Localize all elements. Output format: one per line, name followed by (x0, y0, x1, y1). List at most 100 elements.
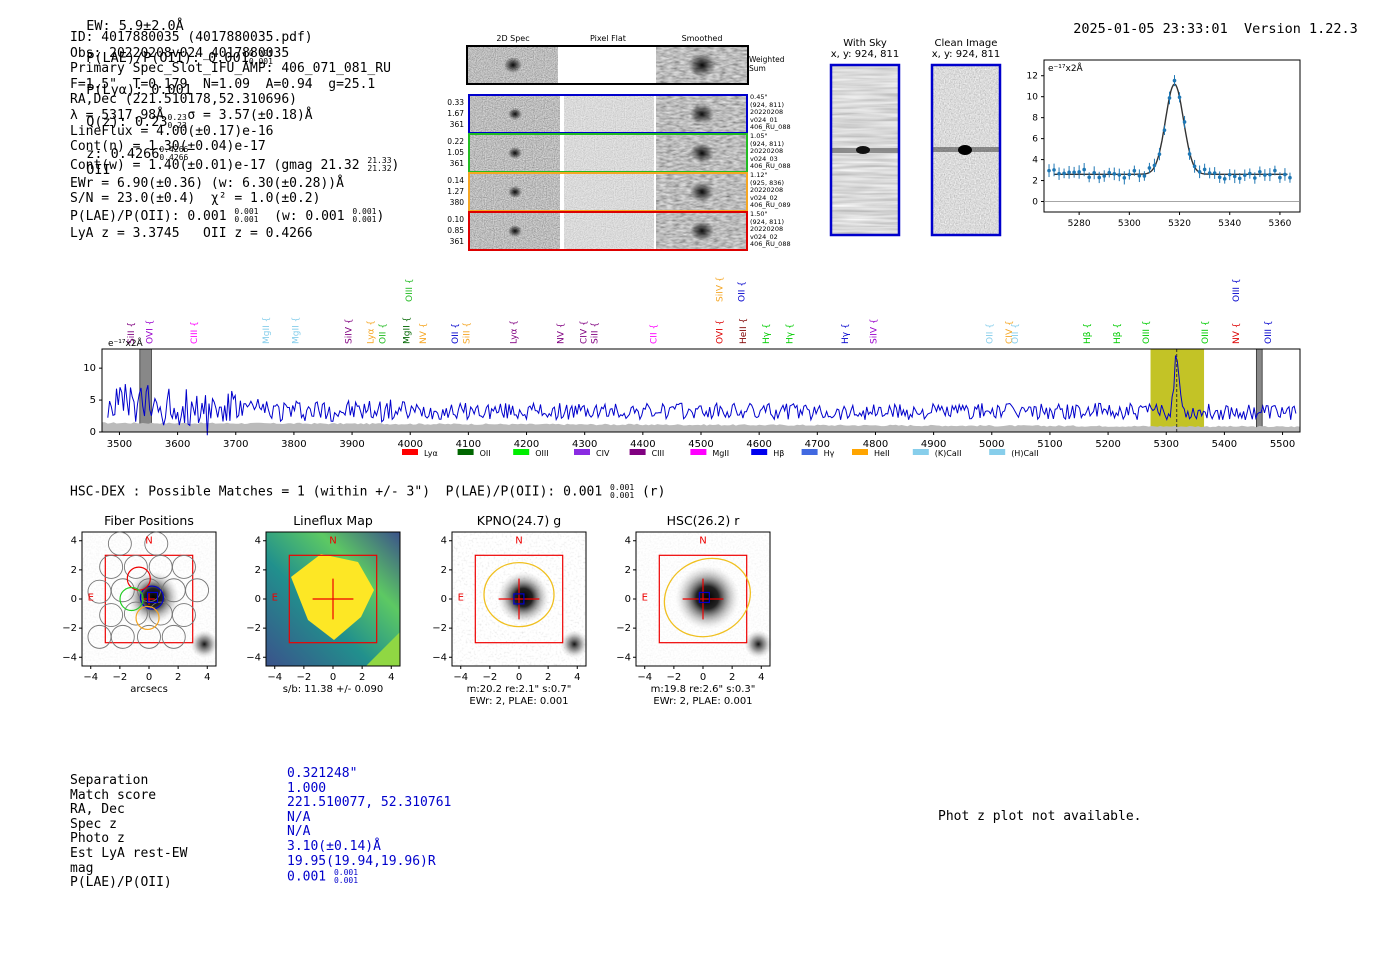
header-qz: Q(z): 0.23 (86, 114, 168, 130)
spectrum-xtick: 5300 (1154, 439, 1179, 450)
fit-data-point (1137, 173, 1142, 178)
line-marker-label: Hγ { (785, 323, 795, 344)
fit-data-point (1132, 168, 1137, 173)
line-marker-label: CIII { (190, 321, 200, 344)
info-lambda: λ = 5317.98Å σ = 3.57(±0.18)Å (70, 107, 313, 123)
legend-item: (K)CaII (912, 449, 962, 458)
hsc-panel-caption: arcsecs (130, 684, 168, 695)
fit-ytick: 10 (1027, 93, 1039, 103)
line-marker-label: OIII { (1232, 278, 1242, 302)
hsc-ytick: 4 (255, 536, 261, 547)
legend-label: CIV (596, 449, 610, 458)
hsc-xtick: −2 (296, 672, 311, 683)
hsc-ytick: 2 (71, 565, 77, 576)
spec-row-meta-0: 0.45" (924, 811) 20220208 v024_01 406_RU_088 (750, 93, 791, 131)
spec-row-stats-1: 0.22 1.05 361 (447, 137, 464, 168)
east-label: E (458, 592, 464, 603)
neighbor-blob (744, 630, 773, 659)
fit-data-point (1157, 152, 1162, 156)
fit-data-point (1072, 170, 1076, 175)
header-z-frac: 0.4266 0.4266 (159, 145, 189, 162)
legend-swatch (690, 449, 707, 455)
line-marker-label: CIV { (1005, 320, 1015, 344)
line-marker: SiIV { (716, 276, 726, 302)
info-sn: S/N = 23.0(±0.4) χ² = 1.0(±0.2) (70, 191, 321, 207)
clean-image-title: Clean Image x, y: 924, 811 (931, 38, 1001, 60)
full-spectrum: SiII { OVI { CIII { MgII { MgII { SiIV { Lyα {… (83, 276, 1301, 458)
hsc-panel-caption: m:20.2 re:2.1" s:0.7" (467, 684, 572, 695)
line-marker: Hγ { (762, 323, 772, 344)
line-marker: SiII { (127, 322, 137, 344)
spec-row-stats-3: 0.10 0.85 361 (447, 215, 464, 246)
fit-data-point (1222, 177, 1227, 181)
spectrum-xtick: 4700 (805, 439, 830, 450)
hsc-xtick: 0 (330, 672, 336, 683)
match-value: N/A (287, 809, 311, 825)
info-obs: Obs: 20220208v024_4017880035 (70, 45, 290, 61)
hsc-xtick: −4 (267, 672, 282, 683)
fit-data-point (1263, 173, 1267, 177)
fiber-circle (99, 603, 124, 627)
hsc-ytick: 2 (441, 565, 447, 576)
legend-item: OIII (513, 449, 549, 458)
legend-label: OII (480, 449, 491, 458)
fit-data-point (1102, 174, 1107, 178)
legend-label: CIII (652, 449, 665, 458)
east-label: E (272, 592, 278, 603)
legend-label: Hγ (824, 449, 835, 458)
fit-xtick: 5320 (1168, 219, 1191, 229)
hsc-panel-caption: EWr: 2, PLAE: 0.001 (469, 696, 568, 707)
line-marker: MgII { (292, 317, 302, 344)
legend-swatch (751, 449, 768, 455)
line-marker-label: OVI { (716, 320, 726, 344)
fit-data-point (1278, 175, 1282, 180)
line-marker: MgII { (262, 317, 272, 344)
legend-swatch (912, 449, 929, 455)
line-marker: HeII { (739, 318, 749, 344)
spec-cutouts (466, 45, 749, 251)
fit-data-point (1207, 171, 1212, 175)
line-marker: CII { (649, 324, 659, 344)
north-label: N (699, 536, 706, 547)
legend-swatch (574, 449, 590, 455)
fiber-circle (135, 605, 160, 631)
info-contn: Cont(n) = 1.30(±0.04)e-17 (70, 139, 266, 155)
line-marker-label: SiII { (591, 322, 601, 344)
hsc-ytick: 2 (255, 565, 261, 576)
hsc-xtick: −2 (666, 672, 681, 683)
line-marker: OVI { (146, 320, 156, 344)
hsc-xtick: 0 (516, 672, 522, 683)
north-label: N (515, 536, 522, 547)
spec-row-stats-0: 0.33 1.67 361 (447, 98, 464, 129)
match-value: 0.321248" (287, 766, 358, 781)
line-marker: Lyα { (367, 320, 377, 344)
fit-xtick: 5280 (1068, 219, 1091, 229)
line-marker-label: OII { (738, 281, 748, 302)
line-marker: SiII { (463, 322, 473, 344)
col-2d-spec: 2D Spec (496, 34, 530, 43)
fit-data-point (1288, 175, 1292, 180)
legend-swatch (513, 449, 530, 455)
line-marker-label: HeII { (739, 318, 749, 344)
hsc-ytick: −2 (432, 623, 447, 634)
hsc-panel-caption: s/b: 11.38 +/- 0.090 (283, 684, 383, 695)
fit-data-point (1052, 168, 1056, 172)
weighted-sum-row (466, 45, 749, 85)
east-label: E (88, 592, 94, 603)
fit-data-point (1047, 168, 1051, 173)
line-marker-label: SiIV { (716, 276, 726, 302)
spectrum-xtick: 3900 (339, 439, 364, 450)
hsc-ytick: 0 (625, 594, 631, 605)
fiber-circle (185, 578, 210, 603)
fit-data-point (1057, 171, 1061, 176)
fit-data-point (1212, 171, 1217, 175)
line-marker: OIII { (1232, 278, 1242, 302)
line-marker-label: Hβ { (1113, 323, 1123, 344)
line-marker-label: OII { (985, 323, 995, 344)
spec-row-2 (468, 172, 748, 212)
fit-data-point (1107, 170, 1112, 175)
fit-ytick: 0 (1032, 198, 1038, 208)
match-value: 1.000 (287, 780, 327, 796)
hsc-panel-0: Fiber Positions N E −4 −4 −2 −2 0 0 2 2 4 4 arcsecs (62, 513, 219, 695)
match-label: Separation (70, 773, 149, 788)
